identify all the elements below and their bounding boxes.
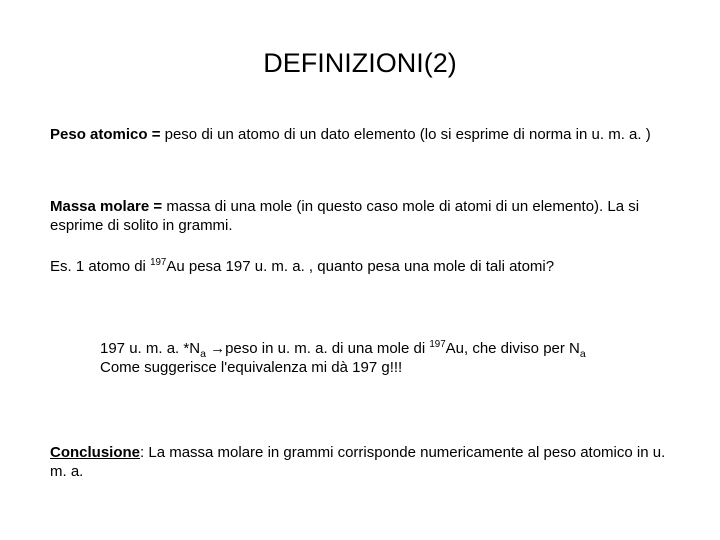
slide: DEFINIZIONI(2) Peso atomico = peso di un… — [0, 0, 720, 540]
definition-massa-molare: Massa molare = massa di una mole (in que… — [50, 198, 670, 236]
conclusion-text: : La massa molare in grammi corrisponde … — [50, 444, 665, 480]
example-text-a: Es. 1 atomo di — [50, 258, 150, 275]
solution-text-d: Come suggerisce l'equivalenza mi dà 197 … — [100, 359, 402, 376]
solution-text-a: 197 u. m. a. *N — [100, 340, 200, 357]
term-peso-atomico: Peso atomico = — [50, 126, 165, 143]
conclusion: Conclusione: La massa molare in grammi c… — [50, 444, 670, 482]
avogadro-sub-b: a — [580, 348, 586, 360]
arrow-icon: → — [206, 340, 225, 357]
slide-title: DEFINIZIONI(2) — [0, 48, 720, 79]
term-massa-molare: Massa molare = — [50, 198, 166, 215]
solution-text-c: Au, che diviso per N — [446, 340, 580, 357]
definition-peso-atomico: Peso atomico = peso di un atomo di un da… — [50, 126, 670, 145]
isotope-superscript: 197 — [150, 257, 166, 268]
example-text-b: Au pesa 197 u. m. a. , quanto pesa una m… — [166, 258, 554, 275]
example-solution: 197 u. m. a. *N a →peso in u. m. a. di un… — [100, 340, 670, 378]
solution-text-b: peso in u. m. a. di una mole di — [225, 340, 429, 357]
isotope-superscript-2: 197 — [429, 339, 445, 350]
example-question: Es. 1 atomo di 197Au pesa 197 u. m. a. ,… — [50, 258, 670, 277]
def-peso-atomico-text: peso di un atomo di un dato elemento (lo… — [165, 126, 651, 143]
conclusion-label: Conclusione — [50, 444, 140, 461]
